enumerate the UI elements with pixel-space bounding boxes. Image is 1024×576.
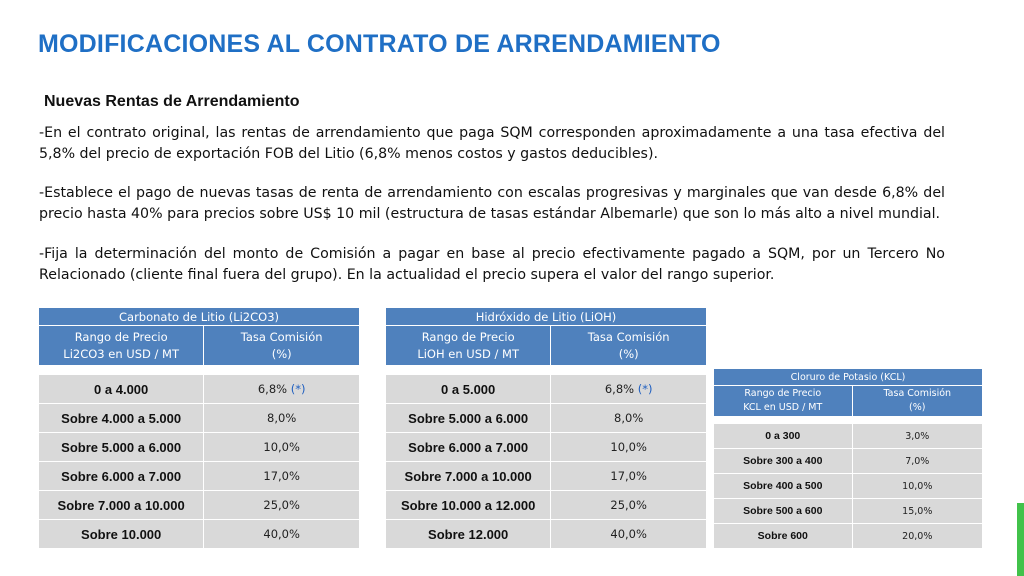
table-row: Sobre 400 a 500 10,0% (713, 473, 984, 499)
price-range-cell: 0 a 5.000 (384, 374, 552, 404)
column-header-commission-rate: Tasa Comisión (%) (550, 325, 707, 366)
column-header-price-range: Rango de Precio KCL en USD / MT (713, 385, 853, 417)
rate-cell: 17,0% (550, 461, 707, 491)
header-line: Tasa Comisión (587, 329, 670, 344)
price-range-cell: Sobre 5.000 a 6.000 (384, 403, 552, 433)
paragraph-original-contract: -En el contrato original, las rentas de … (39, 125, 945, 162)
accent-bar (1017, 503, 1024, 576)
price-range-cell: Sobre 6.000 a 7.000 (37, 461, 205, 491)
header-line: Rango de Precio (74, 329, 168, 344)
column-header-commission-rate: Tasa Comisión (%) (851, 385, 984, 417)
header-line: Rango de Precio (744, 388, 822, 400)
table-row: Sobre 10.000 40,0% (37, 519, 360, 549)
price-range-cell: Sobre 10.000 (37, 519, 205, 549)
rate-cell: 7,0% (851, 448, 984, 474)
price-range-cell: 0 a 4.000 (37, 374, 205, 404)
price-range-cell: Sobre 600 (713, 523, 853, 549)
rate-cell: 6,8% (*) (550, 374, 707, 404)
table-row: Sobre 6.000 a 7.000 10,0% (384, 432, 707, 462)
cloruro-rate-table: Cloruro de Potasio (KCL) Rango de Precio… (713, 368, 984, 549)
column-header-price-range: Rango de Precio LiOH en USD / MT (384, 325, 552, 366)
rate-cell: 10,0% (851, 473, 984, 499)
table-row: Sobre 10.000 a 12.000 25,0% (384, 490, 707, 520)
table-row: Sobre 6.000 a 7.000 17,0% (37, 461, 360, 491)
table-title: Cloruro de Potasio (KCL) (713, 368, 983, 386)
header-line: (%) (618, 346, 639, 361)
price-range-cell: Sobre 400 a 500 (713, 473, 853, 499)
header-line: Li2CO3 en USD / MT (63, 346, 179, 361)
price-range-cell: Sobre 4.000 a 5.000 (37, 403, 205, 433)
table-row: 0 a 300 3,0% (713, 423, 984, 449)
price-range-cell: Sobre 5.000 a 6.000 (37, 432, 205, 462)
table-row: 0 a 5.000 6,8% (*) (384, 374, 707, 404)
rate-cell: 8,0% (550, 403, 707, 433)
section-subtitle: Nuevas Rentas de Arrendamiento (44, 93, 300, 110)
rate-cell: 20,0% (851, 523, 984, 549)
rate-cell: 3,0% (851, 423, 984, 449)
price-range-cell: Sobre 6.000 a 7.000 (384, 432, 552, 462)
price-range-cell: Sobre 500 a 600 (713, 498, 853, 524)
rate-cell: 15,0% (851, 498, 984, 524)
header-line: (%) (271, 346, 292, 361)
rate-cell: 10,0% (203, 432, 360, 462)
rate-value: 6,8% (604, 382, 635, 396)
table-row: Sobre 4.000 a 5.000 8,0% (37, 403, 360, 433)
table-row: Sobre 300 a 400 7,0% (713, 448, 984, 474)
table-title: Carbonato de Litio (Li2CO3) (38, 307, 360, 326)
header-line: Rango de Precio (421, 329, 515, 344)
header-line: KCL en USD / MT (743, 402, 823, 413)
rate-cell: 25,0% (550, 490, 707, 520)
rate-cell: 17,0% (203, 461, 360, 491)
price-range-cell: 0 a 300 (713, 423, 853, 449)
table-row: Sobre 12.000 40,0% (384, 519, 707, 549)
page-title: MODIFICACIONES AL CONTRATO DE ARRENDAMIE… (38, 30, 721, 58)
price-range-cell: Sobre 7.000 a 10.000 (37, 490, 205, 520)
rate-cell: 25,0% (203, 490, 360, 520)
table-row: 0 a 4.000 6,8% (*) (37, 374, 360, 404)
column-header-commission-rate: Tasa Comisión (%) (203, 325, 360, 366)
rate-cell: 40,0% (203, 519, 360, 549)
rate-cell: 10,0% (550, 432, 707, 462)
table-row: Sobre 7.000 a 10.000 17,0% (384, 461, 707, 491)
rate-cell: 8,0% (203, 403, 360, 433)
header-line: Tasa Comisión (240, 329, 323, 344)
table-row: Sobre 7.000 a 10.000 25,0% (37, 490, 360, 520)
paragraph-commission: -Fija la determinación del monto de Comi… (39, 246, 945, 283)
rate-cell: 6,8% (*) (203, 374, 360, 404)
rate-cell: 40,0% (550, 519, 707, 549)
table-title: Hidróxido de Litio (LiOH) (385, 307, 707, 326)
table-row: Sobre 5.000 a 6.000 10,0% (37, 432, 360, 462)
footnote-marker: (*) (637, 382, 653, 396)
price-range-cell: Sobre 300 a 400 (713, 448, 853, 474)
table-row: Sobre 500 a 600 15,0% (713, 498, 984, 524)
header-line: Tasa Comisión (883, 388, 952, 400)
price-range-cell: Sobre 7.000 a 10.000 (384, 461, 552, 491)
price-range-cell: Sobre 10.000 a 12.000 (384, 490, 552, 520)
column-header-price-range: Rango de Precio Li2CO3 en USD / MT (37, 325, 205, 366)
carbonato-rate-table: Carbonato de Litio (Li2CO3) Rango de Pre… (37, 307, 360, 549)
header-line: (%) (909, 402, 926, 413)
paragraph-new-rates: -Establece el pago de nuevas tasas de re… (39, 185, 945, 222)
table-row: Sobre 5.000 a 6.000 8,0% (384, 403, 707, 433)
table-row: Sobre 600 20,0% (713, 523, 984, 549)
header-line: LiOH en USD / MT (417, 346, 519, 361)
rate-value: 6,8% (257, 382, 288, 396)
hidroxido-rate-table: Hidróxido de Litio (LiOH) Rango de Preci… (384, 307, 707, 549)
price-range-cell: Sobre 12.000 (384, 519, 552, 549)
footnote-marker: (*) (290, 382, 306, 396)
